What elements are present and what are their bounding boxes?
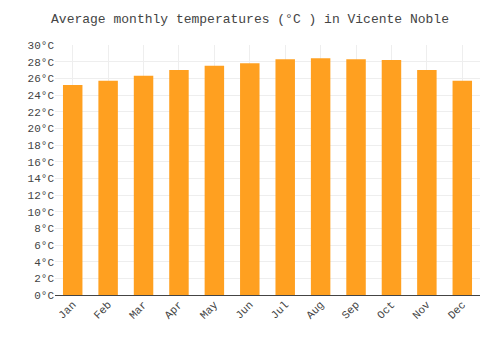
svg-text:12°C: 12°C — [28, 190, 55, 202]
svg-text:Jan: Jan — [56, 299, 78, 321]
svg-text:Mar: Mar — [127, 299, 149, 321]
svg-text:16°C: 16°C — [28, 157, 55, 169]
svg-text:Jun: Jun — [233, 299, 255, 321]
svg-text:Oct: Oct — [375, 299, 397, 321]
svg-text:14°C: 14°C — [28, 173, 55, 185]
svg-text:20°C: 20°C — [28, 123, 55, 135]
svg-text:Jul: Jul — [269, 299, 291, 321]
svg-text:22°C: 22°C — [28, 107, 55, 119]
svg-text:10°C: 10°C — [28, 207, 55, 219]
svg-text:0°C: 0°C — [34, 290, 54, 302]
svg-text:Aug: Aug — [304, 299, 326, 321]
svg-text:Apr: Apr — [162, 299, 184, 321]
svg-text:6°C: 6°C — [34, 240, 54, 252]
svg-text:May: May — [198, 299, 221, 322]
svg-text:24°C: 24°C — [28, 90, 55, 102]
svg-text:Nov: Nov — [410, 299, 433, 322]
svg-text:28°C: 28°C — [28, 57, 55, 69]
svg-text:4°C: 4°C — [34, 257, 54, 269]
svg-text:Average monthly temperatures (: Average monthly temperatures (°C ) in Vi… — [51, 12, 449, 27]
svg-text:8°C: 8°C — [34, 223, 54, 235]
svg-text:26°C: 26°C — [28, 73, 55, 85]
svg-text:30°C: 30°C — [28, 40, 55, 52]
svg-text:Dec: Dec — [446, 299, 468, 321]
svg-text:18°C: 18°C — [28, 140, 55, 152]
svg-text:Feb: Feb — [92, 299, 114, 321]
svg-text:Sep: Sep — [340, 299, 362, 321]
svg-text:2°C: 2°C — [34, 273, 54, 285]
